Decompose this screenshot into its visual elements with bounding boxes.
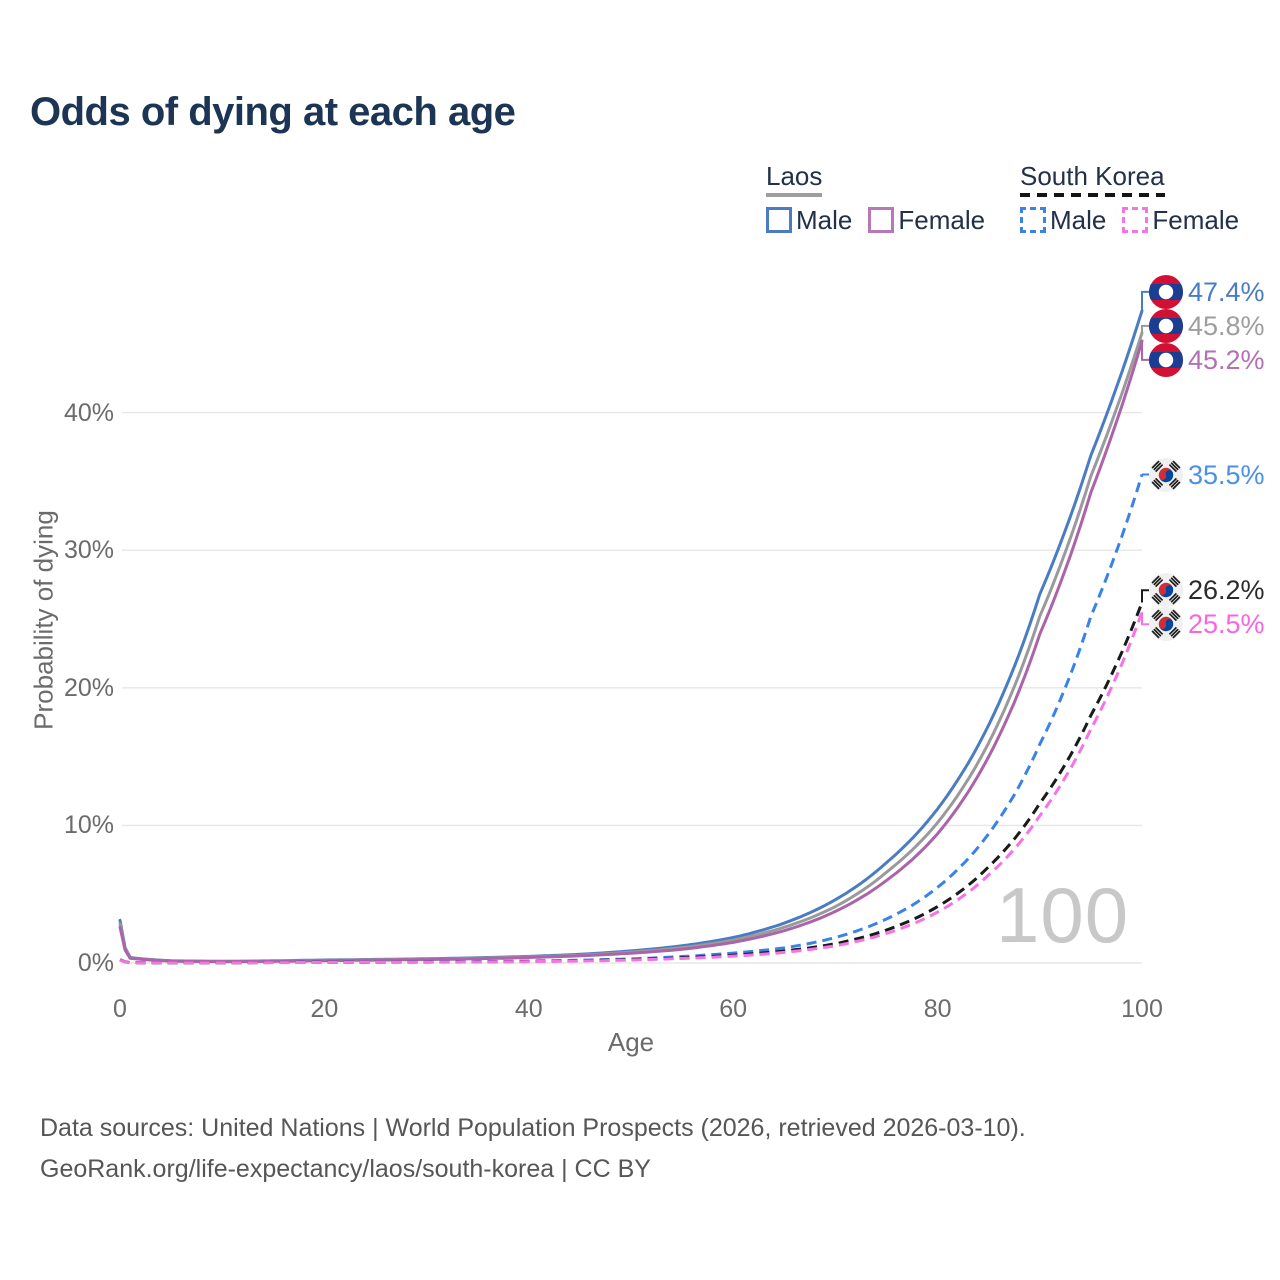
x-tick-label: 20	[310, 995, 339, 1023]
footer-data-sources: Data sources: United Nations | World Pop…	[40, 1114, 1026, 1142]
south-korea-flag-icon	[1148, 457, 1184, 493]
legend-item-laos-female[interactable]: Female	[868, 205, 985, 235]
end-value-label-laos-both-sexes: 45.8%	[1188, 310, 1265, 341]
legend-country-label: Laos	[766, 161, 823, 191]
end-value-label-south-korea-male: 35.5%	[1188, 459, 1265, 490]
series-line-laos-both-sexes	[118, 331, 1144, 963]
legend-item-laos-male[interactable]: Male	[766, 205, 852, 235]
x-tick-label: 100	[1121, 995, 1163, 1023]
series-line-laos-male	[118, 309, 1144, 963]
legend-swatch-icon	[868, 207, 895, 233]
series-line-laos-female	[118, 339, 1144, 964]
x-tick-label: 0	[113, 995, 127, 1023]
y-tick-label: 0%	[77, 949, 114, 977]
age-watermark: 100	[996, 871, 1130, 959]
y-tick-label: 20%	[63, 673, 114, 702]
x-tick-label: 60	[719, 995, 748, 1023]
south-korea-flag-icon	[1148, 606, 1184, 642]
end-value-label-laos-male: 47.4%	[1188, 276, 1265, 307]
legend-group-south-korea: South Korea Male Female	[1020, 161, 1239, 235]
y-tick-label: 40%	[63, 398, 114, 427]
x-tick-label: 40	[514, 995, 543, 1023]
y-tick-label: 30%	[63, 536, 114, 565]
legend-swatch-icon	[766, 207, 792, 233]
south-korea-flag-icon	[1148, 572, 1184, 608]
series-line-south-korea-both-sexes	[119, 601, 1144, 965]
laos-flag-icon	[1148, 308, 1184, 344]
x-tick-label: 80	[923, 995, 952, 1023]
legend-item-label: Female	[898, 205, 986, 235]
legend-item-label: Male	[1050, 205, 1107, 235]
laos-flag-icon	[1148, 342, 1184, 378]
legend-swatch-icon	[1122, 207, 1149, 233]
legend-item-label: Female	[1152, 205, 1240, 235]
page-title: Odds of dying at each age	[30, 90, 516, 134]
y-tick-label: 10%	[63, 811, 114, 840]
series-line-south-korea-male	[119, 474, 1144, 965]
legend-country-underline	[766, 193, 823, 197]
legend-swatch-icon	[1020, 207, 1046, 233]
end-value-label-south-korea-both-sexes: 26.2%	[1188, 575, 1265, 606]
footer: Data sources: United Nations | World Pop…	[40, 1108, 1026, 1190]
end-value-label-laos-female: 45.2%	[1188, 344, 1265, 375]
legend-group-laos: Laos Male Female	[766, 161, 985, 235]
legend-country-underline	[1020, 193, 1165, 197]
legend-item-south-korea-male[interactable]: Male	[1020, 205, 1106, 235]
laos-flag-icon	[1148, 274, 1184, 310]
legend-item-label: Male	[796, 205, 853, 235]
end-value-label-south-korea-female: 25.5%	[1188, 609, 1265, 640]
y-axis-title: Probability of dying	[28, 510, 59, 730]
legend-item-south-korea-female[interactable]: Female	[1122, 205, 1239, 235]
series-line-south-korea-female	[119, 611, 1144, 965]
legend-country-label: South Korea	[1020, 161, 1165, 191]
footer-attribution: GeoRank.org/life-expectancy/laos/south-k…	[40, 1155, 651, 1183]
x-axis-title: Age	[607, 1027, 655, 1057]
